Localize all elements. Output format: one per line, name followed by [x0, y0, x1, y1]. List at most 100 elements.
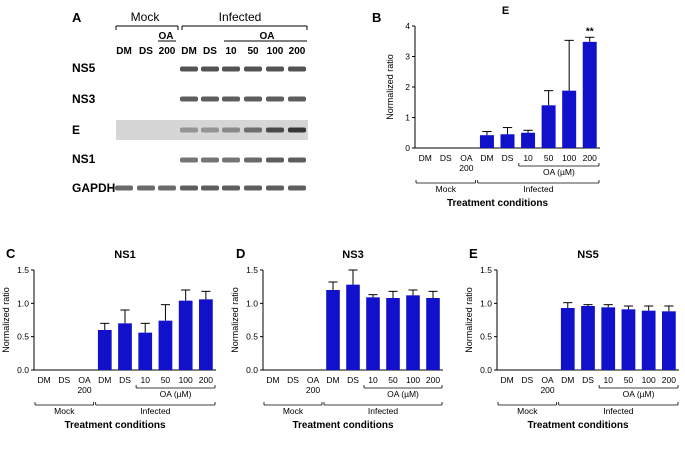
- y-tick-label: 1.5: [480, 265, 492, 275]
- blot-band: [201, 127, 219, 133]
- blot-protein-label: NS3: [72, 92, 96, 106]
- bar: [581, 306, 595, 370]
- blot-band: [222, 157, 240, 163]
- chart-title: NS1: [114, 249, 135, 261]
- category-label: DM: [326, 375, 339, 385]
- panel-letter: D: [236, 246, 245, 261]
- category-label: 50: [624, 375, 634, 385]
- panel-letter: C: [6, 246, 16, 261]
- y-axis-label: Normalized ratio: [1, 287, 11, 353]
- blot-band: [201, 96, 219, 102]
- blot-protein-label: NS5: [72, 61, 96, 75]
- bar: [601, 307, 616, 370]
- bar: [346, 284, 360, 370]
- bar: [582, 41, 597, 148]
- category-label: DM: [37, 375, 50, 385]
- chart-title: NS3: [342, 249, 363, 261]
- category-label: 100: [179, 375, 193, 385]
- significance-marker: **: [586, 26, 594, 37]
- infected-group-label: Infected: [603, 406, 634, 416]
- blot-band: [288, 66, 306, 72]
- blot-band: [137, 185, 155, 191]
- y-tick-label: 1.0: [480, 298, 492, 308]
- blot-band: [288, 96, 306, 102]
- y-axis-label: Normalized ratio: [464, 287, 474, 353]
- blot-band: [222, 66, 240, 72]
- x-axis-label: Treatment conditions: [292, 420, 394, 431]
- blot-band: [222, 185, 240, 191]
- blot-band: [115, 185, 133, 191]
- category-label: DS: [440, 153, 452, 163]
- category-label: DS: [347, 375, 359, 385]
- y-axis-label: Normalized ratio: [385, 54, 395, 120]
- blot-lane-label: 200: [289, 46, 306, 57]
- blot-band: [266, 185, 284, 191]
- category-label: 100: [562, 153, 576, 163]
- bar: [641, 310, 656, 370]
- bar: [541, 105, 556, 148]
- blot-band: [222, 96, 240, 102]
- infected-group-label: Infected: [368, 406, 399, 416]
- panel-a-western-blot: A Mock Infected OA OA DM DS 200 DM DS 10…: [72, 10, 308, 195]
- bar: [521, 132, 536, 148]
- bar: [662, 311, 676, 370]
- category-label: 200: [540, 385, 554, 395]
- blot-lane-label: DM: [181, 46, 197, 57]
- bar: [178, 300, 193, 370]
- bar: [562, 90, 577, 148]
- category-label: 200: [306, 385, 320, 395]
- category-label: DS: [119, 375, 131, 385]
- blot-band: [244, 157, 262, 163]
- blot-lane-label: DS: [203, 46, 217, 57]
- y-tick-label: 1.0: [246, 298, 258, 308]
- category-label: DS: [287, 375, 299, 385]
- bar: [560, 308, 575, 370]
- blot-band: [288, 127, 306, 133]
- bar: [500, 134, 515, 148]
- bar: [158, 320, 173, 370]
- category-label: DS: [521, 375, 533, 385]
- blot-band: [244, 96, 262, 102]
- y-tick-label: 0.5: [246, 332, 258, 342]
- category-label: DM: [480, 153, 493, 163]
- category-label: 200: [426, 375, 440, 385]
- oa-bracket-label: OA (µM): [160, 389, 192, 399]
- blot-protein-label: NS1: [72, 152, 96, 166]
- blot-lane-label: 50: [247, 46, 259, 57]
- y-tick-label: 1.0: [17, 298, 29, 308]
- y-tick-label: 1.5: [246, 265, 258, 275]
- infected-group-label: Infected: [140, 406, 171, 416]
- category-label: OA: [541, 375, 554, 385]
- bar: [326, 290, 340, 370]
- y-tick-label: 0.0: [480, 365, 492, 375]
- blot-band: [244, 127, 262, 133]
- category-label: OA: [78, 375, 91, 385]
- blot-band: [288, 185, 306, 191]
- blot-lane-label: 10: [225, 46, 237, 57]
- category-label: DS: [58, 375, 70, 385]
- bar: [621, 309, 636, 370]
- category-label: OA: [307, 375, 320, 385]
- blot-band: [180, 157, 198, 163]
- category-label: 50: [388, 375, 398, 385]
- y-tick-label: 0.5: [480, 332, 492, 342]
- infected-group-label: Infected: [523, 184, 554, 194]
- bar: [118, 323, 132, 370]
- blot-band: [266, 66, 284, 72]
- category-label: DM: [266, 375, 279, 385]
- blot-band: [222, 127, 240, 133]
- y-axis-label: Normalized ratio: [230, 287, 240, 353]
- blot-infected-oa-label: OA: [260, 31, 275, 42]
- mock-group-label: Mock: [283, 406, 304, 416]
- blot-band: [266, 96, 284, 102]
- blot-band: [180, 96, 198, 102]
- blot-strip: [116, 120, 308, 140]
- category-label: DM: [561, 375, 574, 385]
- category-label: 200: [77, 385, 91, 395]
- blot-band: [244, 66, 262, 72]
- y-tick-label: 1.5: [17, 265, 29, 275]
- category-label: 200: [459, 163, 473, 173]
